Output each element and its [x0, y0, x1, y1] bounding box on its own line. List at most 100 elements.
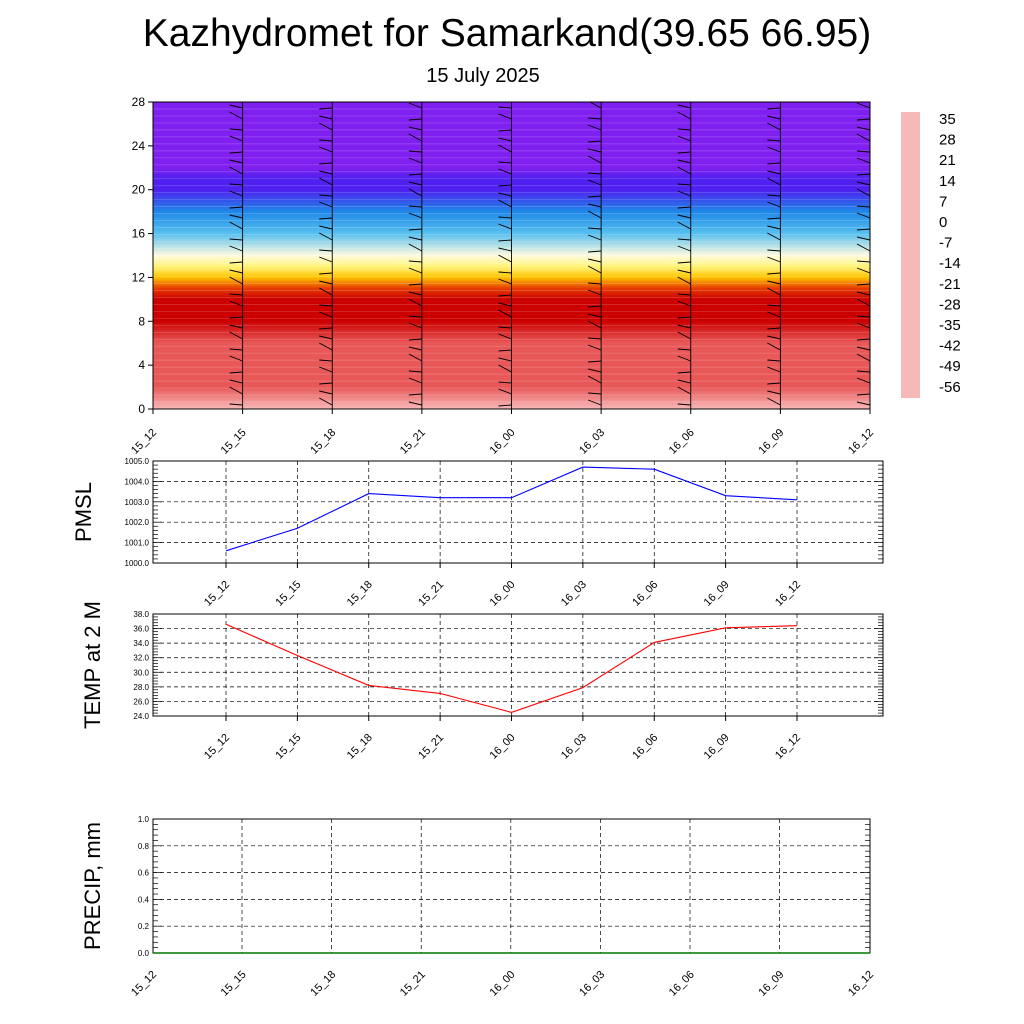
- wind-barb: [767, 256, 781, 263]
- heatmap-x-tick-label: 16_06: [667, 427, 697, 457]
- colorbar-label: -35: [939, 317, 961, 334]
- wind-barb: [229, 261, 243, 264]
- y-tick-label: 1002.0: [125, 518, 150, 527]
- x-tick-label: 15_12: [202, 579, 232, 609]
- wind-barb: [229, 300, 243, 307]
- wind-barb: [856, 260, 870, 263]
- wind-barb: [498, 404, 512, 407]
- wind-barb: [767, 287, 781, 296]
- wind-barb: [319, 366, 333, 373]
- wind-barb: [408, 133, 423, 142]
- wind-barb: [498, 168, 512, 175]
- wind-barb: [408, 298, 423, 307]
- wind-barb: [856, 338, 870, 341]
- wind-barb: [408, 315, 422, 318]
- wind-barb: [767, 311, 781, 318]
- wind-barb: [408, 267, 423, 274]
- x-tick-label: 15_21: [416, 579, 446, 609]
- y-axis-label: PMSL: [71, 482, 96, 542]
- wind-barb: [856, 298, 870, 307]
- y-tick-label: 1003.0: [125, 498, 150, 507]
- wind-barb: [767, 194, 781, 197]
- pmsl-panel: 1000.0 1001.0 1002.0 1003.0 1004.0 1005.0 15_1…: [71, 457, 884, 609]
- wind-barb: [229, 276, 243, 285]
- wind-barb: [229, 111, 243, 120]
- wind-barb: [767, 249, 781, 252]
- x-tick-label: 15_12: [129, 969, 159, 999]
- wind-barb: [229, 183, 243, 186]
- wind-barb: [498, 199, 512, 208]
- wind-barb: [767, 359, 781, 362]
- x-tick-label: 15_15: [273, 579, 303, 609]
- wind-barb: [677, 316, 691, 319]
- x-tick-label: 16_06: [630, 732, 660, 762]
- wind-barb: [319, 272, 333, 275]
- heatmap-y-tick-label: 8: [138, 314, 145, 328]
- wind-barb: [229, 214, 243, 219]
- y-tick-label: 30.0: [133, 668, 149, 677]
- wind-barb: [319, 342, 333, 351]
- x-tick-label: 16_03: [577, 969, 607, 999]
- wind-barb: [498, 302, 512, 307]
- y-tick-label: 1.0: [138, 815, 150, 824]
- wind-barb: [856, 267, 870, 274]
- wind-barb: [319, 390, 333, 395]
- wind-barb: [588, 305, 602, 308]
- heatmap-y-tick-label: 28: [132, 95, 146, 109]
- wind-barb: [408, 236, 422, 241]
- wind-barb: [498, 113, 512, 120]
- wind-barb: [319, 280, 333, 285]
- wind-barb: [408, 150, 422, 153]
- wind-barb: [498, 239, 512, 242]
- wind-barb: [229, 331, 243, 340]
- wind-barb: [229, 316, 243, 319]
- heatmap-x-tick-label: 15_21: [398, 427, 428, 457]
- wind-barb: [677, 166, 691, 175]
- wind-barb: [153, 217, 154, 218]
- wind-barb: [319, 397, 333, 406]
- wind-barb: [856, 401, 870, 406]
- colorbar-label: 28: [939, 132, 956, 149]
- wind-barb: [767, 146, 781, 153]
- wind-barb: [319, 249, 333, 252]
- wind-barb: [587, 375, 602, 384]
- wind-barb: [229, 206, 243, 209]
- wind-barb: [229, 166, 243, 175]
- wind-barb: [319, 311, 333, 318]
- wind-barb: [408, 181, 422, 186]
- wind-barb: [498, 381, 512, 384]
- precip-panel: 0.0 0.2 0.4 0.6 0.8 1.0 15_12 15_15 15_18 15_21 16…: [80, 815, 876, 999]
- wind-barb: [319, 256, 333, 263]
- y-tick-label: 1005.0: [125, 457, 150, 466]
- wind-barb: [229, 379, 243, 384]
- x-tick-label: 16_12: [773, 579, 803, 609]
- wind-barb: [677, 159, 691, 164]
- wind-barb: [767, 201, 781, 208]
- wind-barb: [229, 104, 243, 109]
- wind-barb: [498, 333, 512, 340]
- x-tick-label: 16_06: [630, 579, 660, 609]
- colorbar-label: -7: [939, 235, 952, 252]
- wind-barbs: [153, 102, 870, 409]
- colorbar-label: 14: [939, 173, 956, 190]
- wind-barb: [587, 155, 602, 164]
- y-tick-label: 0.2: [138, 922, 150, 931]
- wind-barb: [587, 265, 602, 274]
- colorbar-label: -14: [939, 255, 961, 272]
- wind-barb: [229, 135, 243, 142]
- wind-barb: [588, 313, 602, 318]
- wind-barb: [319, 146, 333, 153]
- wind-barb: [677, 300, 691, 307]
- wind-barb: [153, 349, 154, 350]
- y-tick-label: 38.0: [133, 610, 149, 619]
- wind-barb: [767, 115, 781, 120]
- wind-barb: [408, 228, 422, 231]
- colorbar-label: -56: [939, 379, 961, 396]
- wind-barb: [498, 271, 512, 274]
- wind-barb: [677, 190, 691, 197]
- wind-barb: [677, 293, 691, 296]
- x-tick-label: 16_09: [756, 969, 786, 999]
- wind-barb: [229, 293, 243, 296]
- wind-barb: [587, 124, 602, 131]
